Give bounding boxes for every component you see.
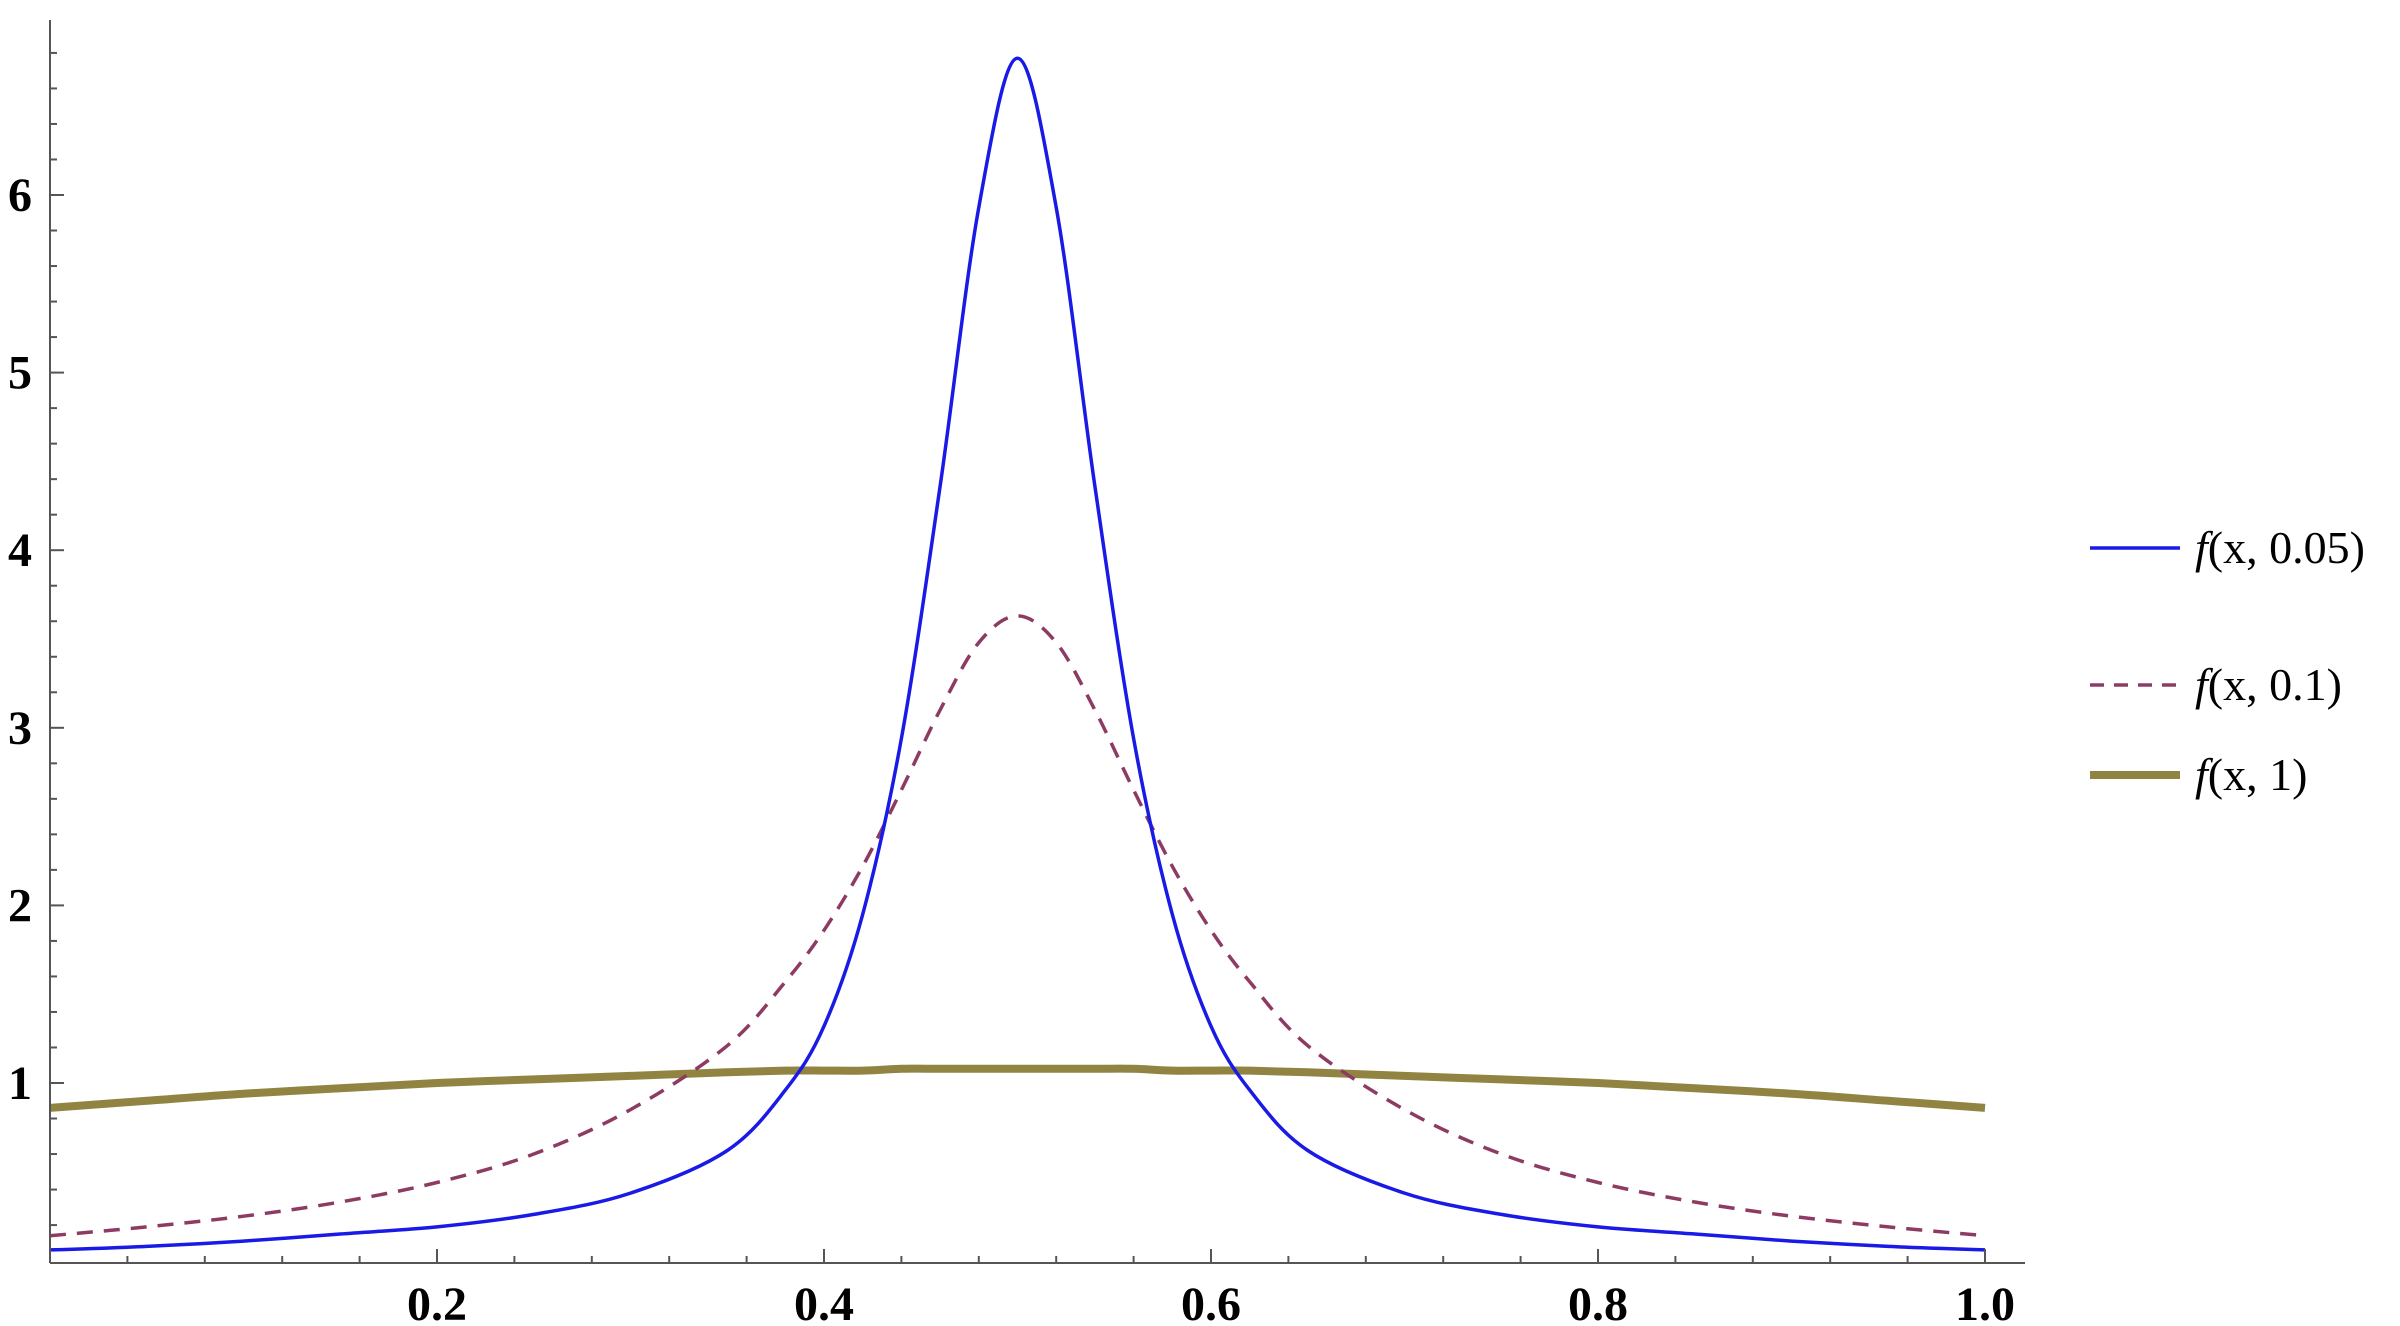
x-tick-label: 1.0 (1955, 1278, 2015, 1326)
legend-label-2: f(x, 1) (2195, 749, 2307, 800)
legend: f(x, 0.05) f(x, 0.1) f(x, 1) (2090, 522, 2365, 800)
legend-label-args: (x, 0.1) (2208, 659, 2342, 710)
series-line-2 (49, 1064, 1986, 1112)
x-tick-label: 0.4 (794, 1278, 854, 1326)
legend-label-args: (x, 0.05) (2208, 522, 2365, 573)
axes (49, 20, 2025, 1264)
legend-label-args: (x, 1) (2208, 749, 2308, 800)
series-line-1 (49, 614, 1986, 1238)
y-tick-label: 2 (8, 879, 32, 932)
ticks: 0.2 0.4 0.6 0.8 1.0 1 2 3 4 5 6 (8, 51, 2015, 1326)
x-tick-label: 0.2 (407, 1278, 467, 1326)
series-layer (49, 56, 1986, 1252)
y-tick-label: 5 (8, 347, 32, 400)
legend-label-0: f(x, 0.05) (2195, 522, 2365, 573)
y-tick-label: 6 (8, 169, 32, 222)
x-tick-label: 0.6 (1181, 1278, 1241, 1326)
x-tick-label: 0.8 (1568, 1278, 1628, 1326)
y-tick-label: 3 (8, 702, 32, 755)
y-tick-label: 1 (8, 1057, 32, 1110)
y-tick-label: 4 (8, 524, 32, 577)
legend-label-1: f(x, 0.1) (2195, 659, 2342, 710)
series-line-0 (49, 56, 1986, 1252)
